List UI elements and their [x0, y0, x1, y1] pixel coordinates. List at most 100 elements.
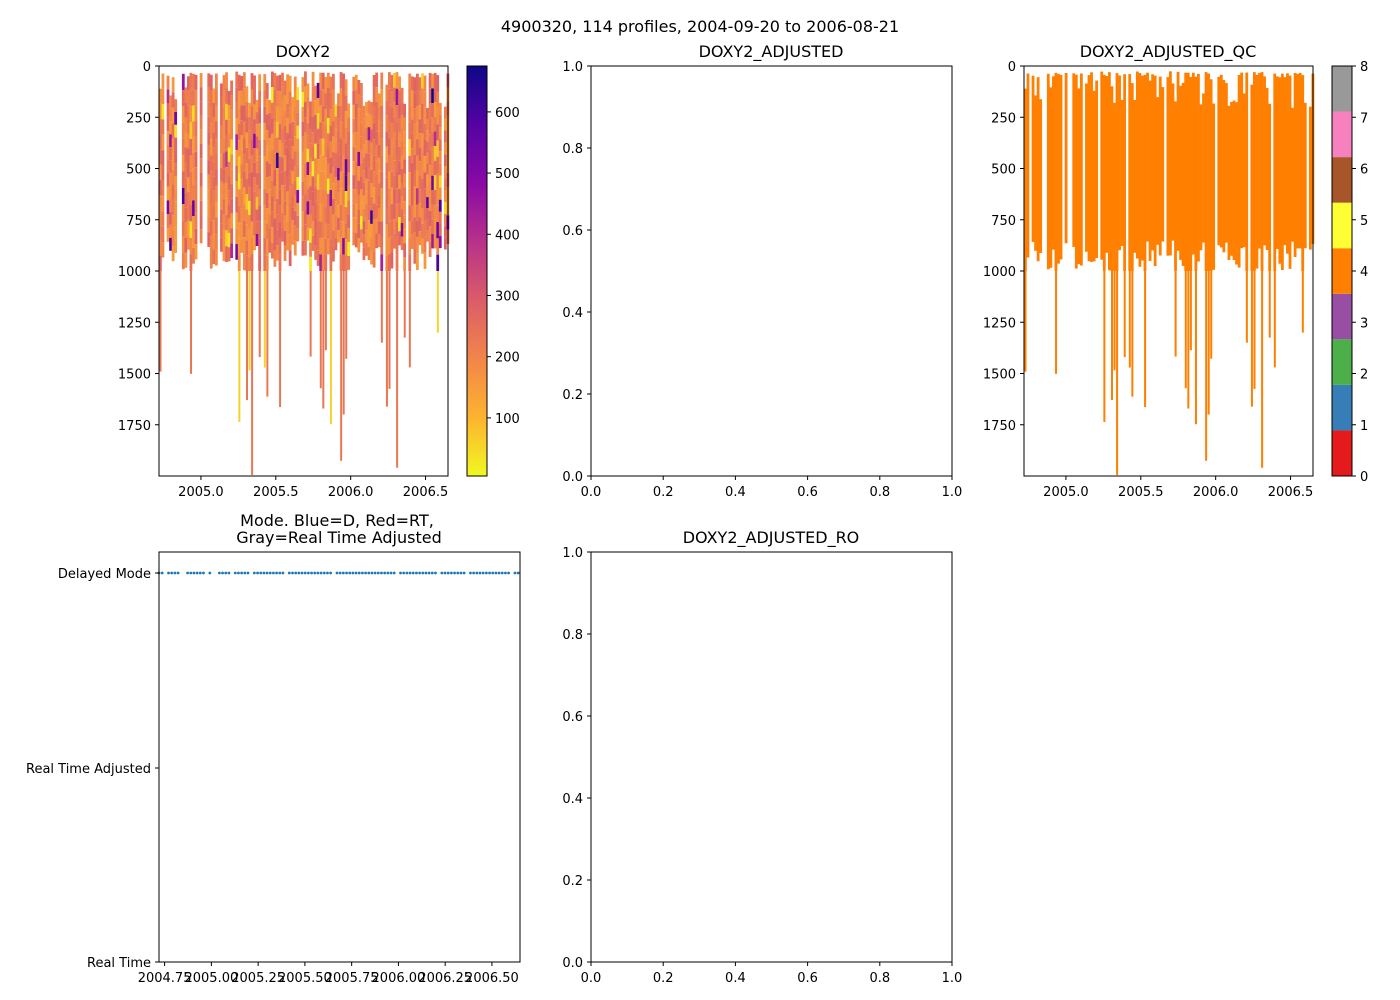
doxy2-cell [281, 143, 284, 158]
qc-deep-cell [1250, 271, 1253, 407]
doxy2-cell [245, 194, 249, 210]
doxy2-cell [431, 73, 435, 89]
qc-deep-cell [1301, 271, 1304, 333]
qc-cell [1049, 87, 1053, 268]
mode-point [399, 571, 402, 575]
doxy2-cell [421, 223, 424, 239]
doxy2-cell [357, 166, 361, 181]
qc-colorbar-swatch [1332, 293, 1352, 340]
doxy2-cell [212, 220, 216, 235]
doxy2-cell [184, 132, 188, 148]
doxy2-cell [436, 75, 440, 92]
doxy2-cell [306, 109, 310, 123]
doxy2-cell [443, 118, 447, 131]
doxy2-cell [332, 183, 335, 199]
doxy2-cell [372, 203, 376, 220]
doxy2-cell [293, 210, 297, 226]
doxy2-cell [354, 89, 358, 104]
doxy2-cell [342, 89, 345, 107]
doxy2-cell [186, 105, 190, 120]
doxy2-cell [301, 166, 305, 182]
doxy2-cell [423, 172, 427, 189]
doxy2-cell [431, 219, 435, 234]
doxy2-cell [192, 216, 195, 233]
doxy2-cell [436, 140, 440, 157]
doxy2-colorbar-tick-label: 100 [495, 412, 520, 427]
doxy2-deep-cell [266, 271, 269, 397]
doxy2-cell [230, 95, 234, 111]
doxy2-cell [281, 129, 284, 144]
doxy2-cell [166, 186, 170, 201]
doxy2-title: DOXY2 [276, 42, 331, 61]
doxy2-cell [390, 123, 394, 140]
doxy2-cell [159, 134, 162, 150]
doxy2-cell [324, 125, 328, 142]
doxy2-cell [306, 214, 310, 228]
doxy2-cell [334, 116, 338, 129]
qc-cell [1107, 72, 1111, 271]
doxy2-cell [398, 90, 401, 105]
mode-point [484, 571, 488, 575]
doxy2-cell [169, 95, 172, 109]
doxy2-cell [263, 139, 267, 157]
doxy2-cell [306, 83, 310, 97]
qc-cell [1291, 107, 1294, 242]
doxy2-cell [431, 190, 435, 205]
doxy2-cell [304, 102, 307, 118]
doxy2-cell [227, 204, 231, 219]
doxy2-cell [306, 148, 310, 163]
doxy2-cell [438, 163, 442, 176]
doxy2-cell [362, 157, 366, 171]
doxy2-cell [400, 236, 404, 251]
doxy2-cell [365, 178, 368, 192]
doxy2-cell [278, 254, 282, 271]
doxy2-cell [189, 122, 193, 139]
doxy2-colorbar-tick-label: 300 [495, 289, 520, 304]
doxy2-cell [230, 110, 234, 125]
doxy2-cell [273, 137, 277, 154]
doxy2-cell [186, 235, 190, 250]
doxy2-cell [421, 193, 424, 209]
doxy2-cell [438, 102, 442, 115]
doxy2-cell [159, 255, 162, 271]
doxy2-cell [319, 204, 323, 222]
doxy2-cell [344, 111, 348, 128]
doxy2-cell [367, 100, 371, 114]
doxy2-cell [372, 91, 376, 108]
qc-colorbar-swatch [1332, 384, 1352, 431]
doxy2-cell [227, 147, 231, 162]
doxy2-cell [385, 162, 389, 178]
doxy2-cell [418, 189, 422, 204]
mode-point [507, 571, 510, 575]
doxy2-cell [174, 163, 178, 177]
doxy2-cell [339, 121, 343, 139]
doxy2-cell [377, 157, 381, 171]
doxy2-cell [428, 134, 432, 150]
doxy2-cell [253, 75, 256, 91]
doxy2-cell [186, 148, 190, 163]
doxy2-cell [377, 234, 381, 248]
doxy2-cell [347, 158, 351, 173]
doxy2-cell [237, 238, 241, 255]
doxy2-cell [242, 121, 246, 139]
doxy2-cell [377, 119, 381, 132]
doxy2-cell [283, 245, 287, 261]
doxy2-cell [248, 242, 251, 257]
doxy2-cell [436, 173, 440, 190]
doxy2-cell [418, 231, 422, 246]
doxy2-cell [207, 160, 211, 175]
doxy2-cell [415, 155, 419, 172]
doxy2-cell [169, 147, 172, 161]
mode-point [462, 571, 466, 575]
doxy2-cell [304, 117, 307, 133]
doxy2-cell [311, 146, 315, 162]
doxy2-cell [248, 102, 251, 117]
mode-point [167, 571, 170, 575]
doxy2-cell [393, 175, 396, 191]
doxy2-cell [242, 105, 246, 122]
doxy2-adjusted-ro-axes: 0.0 0.2 0.4 0.6 0.8 1.00.00.20.40.60.81.0 [562, 546, 962, 986]
qc-cell [1303, 102, 1307, 249]
doxy2-cell [222, 137, 226, 153]
doxy2-cell [408, 155, 412, 173]
doxy2-cell [421, 73, 424, 89]
